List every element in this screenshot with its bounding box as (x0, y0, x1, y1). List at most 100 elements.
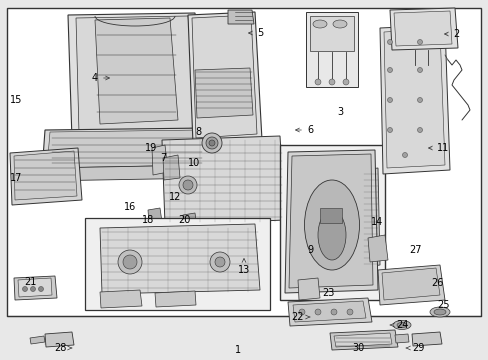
Text: 9: 9 (306, 245, 312, 255)
Ellipse shape (332, 20, 346, 28)
Polygon shape (100, 224, 260, 294)
Circle shape (39, 287, 43, 292)
Polygon shape (76, 16, 197, 133)
Polygon shape (162, 136, 285, 225)
Ellipse shape (433, 309, 445, 315)
Polygon shape (68, 13, 204, 140)
Bar (309, 16, 353, 51)
Bar (305, 12, 357, 87)
Bar (7, 8, 480, 316)
Text: 27: 27 (409, 245, 421, 255)
Polygon shape (227, 10, 253, 24)
Circle shape (417, 98, 422, 103)
Circle shape (118, 250, 142, 274)
Polygon shape (47, 130, 204, 168)
Polygon shape (224, 220, 240, 242)
Polygon shape (14, 151, 77, 200)
Polygon shape (187, 12, 262, 144)
Circle shape (386, 68, 392, 72)
Circle shape (328, 79, 334, 85)
Polygon shape (297, 278, 319, 300)
Polygon shape (379, 25, 449, 174)
Text: 19: 19 (144, 143, 157, 153)
Ellipse shape (396, 323, 406, 328)
Polygon shape (288, 154, 372, 288)
Circle shape (183, 180, 193, 190)
Circle shape (215, 257, 224, 267)
Text: 16: 16 (123, 202, 136, 212)
Polygon shape (10, 148, 82, 205)
Text: 30: 30 (351, 343, 364, 353)
Bar (280, 145, 384, 300)
Ellipse shape (317, 210, 346, 260)
Circle shape (30, 287, 36, 292)
Polygon shape (152, 145, 168, 175)
Text: 1: 1 (234, 345, 241, 355)
Polygon shape (95, 18, 178, 124)
Polygon shape (148, 208, 162, 224)
Text: 5: 5 (248, 28, 263, 38)
Text: 7: 7 (160, 153, 166, 163)
Circle shape (202, 133, 222, 153)
Text: 23: 23 (321, 288, 333, 298)
Circle shape (386, 40, 392, 45)
Text: 12: 12 (168, 192, 181, 202)
Circle shape (314, 79, 320, 85)
Text: 18: 18 (142, 215, 154, 225)
Polygon shape (287, 298, 371, 326)
Circle shape (417, 40, 422, 45)
Circle shape (342, 79, 348, 85)
Polygon shape (393, 11, 451, 46)
Polygon shape (14, 276, 57, 300)
Text: 14: 14 (370, 217, 382, 227)
Polygon shape (329, 330, 397, 350)
Text: 3: 3 (336, 107, 343, 117)
Polygon shape (383, 29, 444, 168)
Text: 10: 10 (187, 158, 200, 168)
Polygon shape (30, 336, 45, 344)
Ellipse shape (392, 320, 410, 329)
Ellipse shape (429, 307, 449, 317)
Text: 2: 2 (444, 29, 458, 39)
Polygon shape (100, 290, 142, 308)
Circle shape (179, 176, 197, 194)
Polygon shape (377, 265, 444, 305)
Text: 17: 17 (10, 173, 22, 183)
Polygon shape (367, 235, 387, 262)
Text: 20: 20 (178, 215, 190, 225)
Text: 4: 4 (92, 73, 109, 83)
Polygon shape (192, 15, 257, 138)
Polygon shape (183, 213, 197, 230)
Ellipse shape (304, 180, 359, 270)
Polygon shape (394, 334, 408, 343)
Circle shape (386, 127, 392, 132)
Polygon shape (333, 333, 391, 347)
Polygon shape (361, 168, 379, 267)
Polygon shape (411, 332, 441, 346)
Text: 29: 29 (406, 343, 423, 353)
Text: 24: 24 (389, 320, 407, 330)
Circle shape (314, 309, 320, 315)
Polygon shape (155, 291, 196, 307)
Text: 21: 21 (24, 277, 36, 287)
Text: 15: 15 (10, 95, 22, 105)
Text: 13: 13 (237, 258, 250, 275)
Circle shape (386, 98, 392, 103)
Circle shape (417, 127, 422, 132)
Circle shape (298, 309, 305, 315)
Polygon shape (381, 268, 439, 300)
Polygon shape (45, 332, 74, 347)
Bar (319, 208, 341, 223)
Polygon shape (292, 301, 365, 322)
Circle shape (346, 309, 352, 315)
Polygon shape (285, 150, 377, 293)
Polygon shape (389, 8, 457, 50)
Text: 26: 26 (430, 278, 442, 288)
Circle shape (402, 153, 407, 158)
Circle shape (22, 287, 27, 292)
Polygon shape (42, 128, 209, 172)
Circle shape (209, 252, 229, 272)
Polygon shape (195, 68, 252, 118)
Text: 25: 25 (436, 300, 448, 310)
Ellipse shape (312, 20, 326, 28)
